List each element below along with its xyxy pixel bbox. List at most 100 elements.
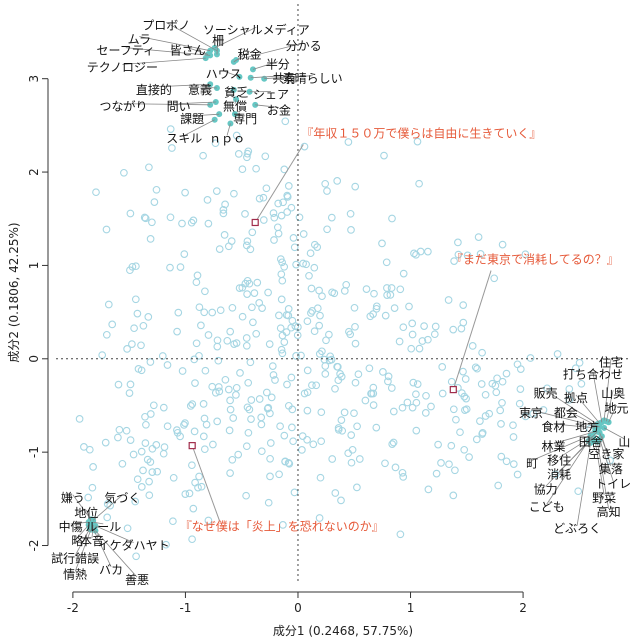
background-point xyxy=(280,262,289,271)
background-point xyxy=(226,396,234,405)
background-point xyxy=(490,274,499,283)
term-label: 嫌う xyxy=(61,491,85,505)
background-point xyxy=(80,443,88,451)
background-point xyxy=(437,459,445,467)
background-point xyxy=(399,473,408,481)
background-point xyxy=(277,211,286,220)
background-point xyxy=(246,245,255,254)
background-point xyxy=(238,283,247,292)
background-point xyxy=(142,420,150,429)
background-point xyxy=(284,182,293,190)
background-point xyxy=(416,247,425,256)
background-point xyxy=(195,303,204,312)
background-point xyxy=(313,243,322,251)
background-point xyxy=(257,420,266,429)
background-point xyxy=(287,373,296,382)
background-point xyxy=(449,405,458,414)
background-point xyxy=(122,426,131,435)
background-point xyxy=(221,200,229,209)
background-point xyxy=(515,399,524,408)
background-point xyxy=(382,258,391,267)
background-point xyxy=(169,517,177,526)
term-label: ｎｐｏ xyxy=(209,131,245,145)
background-point xyxy=(146,410,155,418)
background-point xyxy=(247,415,255,423)
background-point xyxy=(303,366,312,375)
background-point xyxy=(269,371,278,379)
background-point xyxy=(178,219,186,228)
term-label: イケダハヤト xyxy=(98,538,170,553)
term-leader-line xyxy=(587,423,600,428)
background-point xyxy=(259,193,268,202)
term-leader-line xyxy=(565,409,598,427)
background-point xyxy=(449,325,458,334)
term-label: 地元 xyxy=(604,401,628,415)
x-tick-label: -1 xyxy=(179,601,191,615)
background-point xyxy=(496,406,505,415)
background-point xyxy=(472,435,481,444)
background-point xyxy=(380,151,388,160)
background-point xyxy=(502,457,511,466)
term-label: ハウス xyxy=(206,67,242,81)
background-point xyxy=(180,250,189,258)
background-point xyxy=(191,379,199,387)
background-point xyxy=(131,295,140,304)
background-point xyxy=(345,327,353,336)
background-point xyxy=(281,457,289,466)
background-point xyxy=(268,362,277,370)
background-point xyxy=(283,208,292,216)
background-point xyxy=(389,438,398,447)
background-point xyxy=(310,263,319,272)
background-point xyxy=(462,405,471,414)
background-point xyxy=(276,422,284,431)
background-point xyxy=(226,327,235,336)
background-point xyxy=(264,498,273,507)
background-point xyxy=(145,163,153,172)
background-point xyxy=(102,225,111,234)
background-point xyxy=(228,455,237,464)
background-point xyxy=(366,312,375,321)
background-point xyxy=(234,150,243,158)
background-point xyxy=(84,493,93,502)
background-point xyxy=(200,308,209,317)
background-point xyxy=(420,322,428,330)
background-point xyxy=(471,363,480,372)
background-point xyxy=(295,213,304,222)
background-point xyxy=(141,214,150,223)
background-point xyxy=(101,438,110,447)
background-point xyxy=(130,324,138,333)
background-point xyxy=(408,319,417,328)
document-label: 『まだ東京で消耗してるの？』 xyxy=(451,253,619,267)
background-point xyxy=(145,491,154,500)
background-point xyxy=(399,323,408,332)
background-point xyxy=(422,391,430,400)
background-point xyxy=(424,335,432,344)
background-point xyxy=(299,259,307,268)
background-point xyxy=(427,402,435,411)
x-axis-title: 成分1 (0.2468, 57.75%) xyxy=(273,624,413,638)
background-point xyxy=(313,304,322,313)
x-tick-label: -2 xyxy=(67,601,79,615)
background-point xyxy=(126,209,135,218)
background-point xyxy=(398,468,407,477)
y-axis-title: 成分2 (0.1806, 42.25%) xyxy=(7,222,21,362)
background-point xyxy=(176,263,185,271)
background-point xyxy=(509,460,518,468)
term-label: 地位 xyxy=(74,505,98,520)
background-point xyxy=(180,421,188,429)
background-point xyxy=(444,296,453,304)
term-leader-line xyxy=(531,434,591,461)
reference-lines-layer xyxy=(56,4,630,581)
background-point xyxy=(200,414,209,423)
background-point xyxy=(123,524,132,533)
background-point xyxy=(498,240,507,249)
background-point xyxy=(228,303,237,312)
term-leader-line xyxy=(545,438,591,487)
term-leader-line xyxy=(74,528,91,556)
background-point xyxy=(166,125,175,133)
background-point xyxy=(139,321,148,330)
background-point xyxy=(447,377,456,386)
term-leader-line xyxy=(184,119,215,136)
background-point xyxy=(194,483,202,492)
background-point xyxy=(92,188,100,197)
